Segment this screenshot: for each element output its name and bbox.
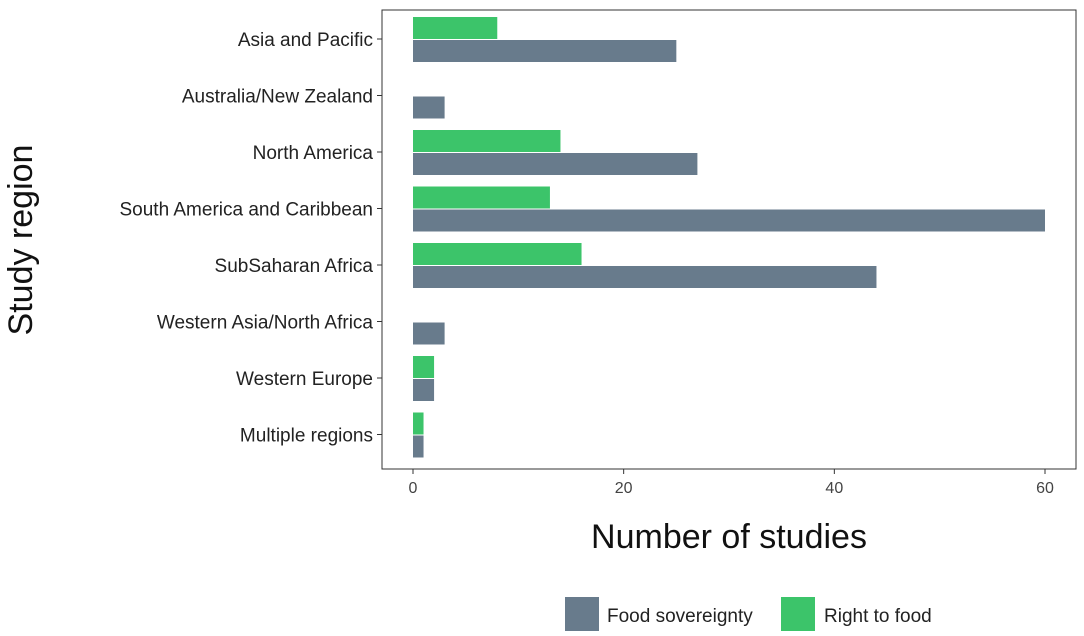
x-tick-label-40: 40 (825, 480, 843, 497)
y-tick-label-western-europe: Western Europe (236, 369, 373, 390)
legend-key-right-to-food (781, 597, 815, 631)
x-tick-label-60: 60 (1036, 480, 1054, 497)
y-tick-label-australia-new-zealand: Australia/New Zealand (182, 87, 373, 108)
plot-panel (381, 9, 1077, 470)
bar-food-sovereignty-north-america (413, 153, 698, 175)
y-tick-label-multiple-regions: Multiple regions (240, 426, 373, 447)
bar-food-sovereignty-south-america-and-caribbean (413, 209, 1045, 232)
legend-label-food-sovereignty: Food sovereignty (607, 606, 753, 627)
x-tick-label-0: 0 (409, 480, 418, 497)
bar-food-sovereignty-multiple-regions (413, 435, 424, 458)
bar-right-to-food-south-america-and-caribbean (413, 186, 550, 209)
y-tick-label-north-america: North America (253, 143, 374, 164)
bar-right-to-food-asia-and-pacific (413, 17, 498, 39)
bar-food-sovereignty-asia-and-pacific (413, 40, 677, 62)
bar-right-to-food-subsaharan-africa (413, 243, 582, 265)
x-tick-label-20: 20 (615, 480, 633, 497)
legend-label-right-to-food: Right to food (824, 606, 932, 627)
bar-food-sovereignty-subsaharan-africa (413, 266, 877, 288)
bar-right-to-food-multiple-regions (413, 412, 424, 435)
x-axis-title: Number of studies (591, 518, 867, 556)
bar-food-sovereignty-western-asia-north-africa (413, 322, 445, 345)
y-tick-label-western-asia-north-africa: Western Asia/North Africa (157, 313, 374, 334)
legend: Food sovereignty Right to food (565, 597, 932, 631)
bar-right-to-food-western-europe (413, 356, 435, 378)
bar-right-to-food-north-america (413, 130, 561, 152)
legend-key-food-sovereignty (565, 597, 599, 631)
chart-marks: Asia and Pacific Australia/New Zealand Nor… (120, 17, 1054, 497)
y-tick-label-south-america-and-caribbean: South America and Caribbean (120, 200, 374, 221)
y-tick-label-subsaharan-africa: SubSaharan Africa (215, 256, 374, 277)
y-tick-label-asia-and-pacific: Asia and Pacific (238, 30, 373, 51)
bar-food-sovereignty-western-europe (413, 379, 435, 401)
bar-food-sovereignty-australia-new-zealand (413, 96, 445, 119)
y-axis-title: Study region (2, 145, 40, 336)
